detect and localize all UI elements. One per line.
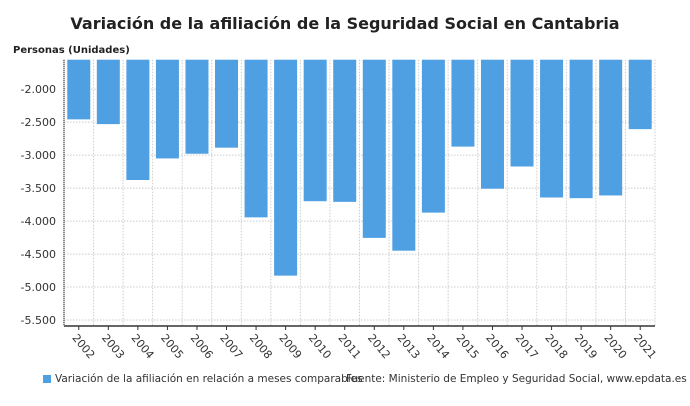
x-tick-label: 2016 <box>483 332 511 362</box>
x-tick-label: 2018 <box>542 332 570 362</box>
x-tick-label: 2020 <box>601 332 629 362</box>
bar-2006 <box>185 59 209 154</box>
bar-2020 <box>599 59 623 196</box>
bar-2017 <box>510 59 534 167</box>
x-tick-label: 2015 <box>454 332 482 362</box>
y-tick-label: -2.500 <box>21 116 56 129</box>
legend-swatch <box>43 375 51 383</box>
bar-2019 <box>569 59 593 199</box>
x-tick-label: 2013 <box>395 332 423 362</box>
bar-2021 <box>628 59 652 130</box>
legend: Variación de la afiliación en relación a… <box>43 373 363 385</box>
bar-2018 <box>540 59 564 198</box>
bar-2011 <box>333 59 357 202</box>
y-tick-label: -3.500 <box>21 182 56 195</box>
bar-2009 <box>274 59 298 276</box>
bar-2004 <box>126 59 150 181</box>
x-tick-label: 2012 <box>365 332 393 362</box>
x-tick-label: 2008 <box>247 332 275 362</box>
bar-2012 <box>362 59 386 238</box>
x-tick-label: 2009 <box>276 332 304 362</box>
y-axis-label: Personas (Unidades) <box>13 45 130 56</box>
bar-2015 <box>451 59 475 147</box>
bar-2013 <box>392 59 416 251</box>
x-tick-label: 2005 <box>158 332 186 362</box>
legend-label: Variación de la afiliación en relación a… <box>55 373 363 385</box>
y-tick-label: -3.000 <box>21 149 56 162</box>
y-tick-label: -2.000 <box>21 83 56 96</box>
x-tick-label: 2017 <box>513 332 541 362</box>
y-tick-label: -5.000 <box>21 281 56 294</box>
y-tick-label: -4.000 <box>21 215 56 228</box>
x-tick-label: 2004 <box>129 332 157 362</box>
x-tick-label: 2002 <box>69 332 97 362</box>
bar-2005 <box>155 59 179 159</box>
bar-2010 <box>303 59 327 202</box>
y-tick-label: -5.500 <box>21 314 56 327</box>
bar-2008 <box>244 59 268 218</box>
x-tick-label: 2021 <box>631 332 659 362</box>
chart-title: Variación de la afiliación de la Segurid… <box>70 14 620 33</box>
x-tick-label: 2007 <box>217 332 245 362</box>
x-tick-label: 2006 <box>188 332 216 362</box>
bar-2003 <box>96 59 120 125</box>
x-tick-label: 2019 <box>572 332 600 362</box>
x-tick-label: 2014 <box>424 332 452 362</box>
bar-2007 <box>215 59 239 148</box>
bar-2014 <box>421 59 445 213</box>
source-note: Fuente: Ministerio de Empleo y Seguridad… <box>346 373 687 385</box>
x-tick-label: 2003 <box>99 332 127 362</box>
x-tick-label: 2011 <box>335 332 363 362</box>
y-tick-label: -4.500 <box>21 248 56 261</box>
x-tick-label: 2010 <box>306 332 334 362</box>
bar-2002 <box>67 59 91 120</box>
bar-2016 <box>480 59 504 189</box>
